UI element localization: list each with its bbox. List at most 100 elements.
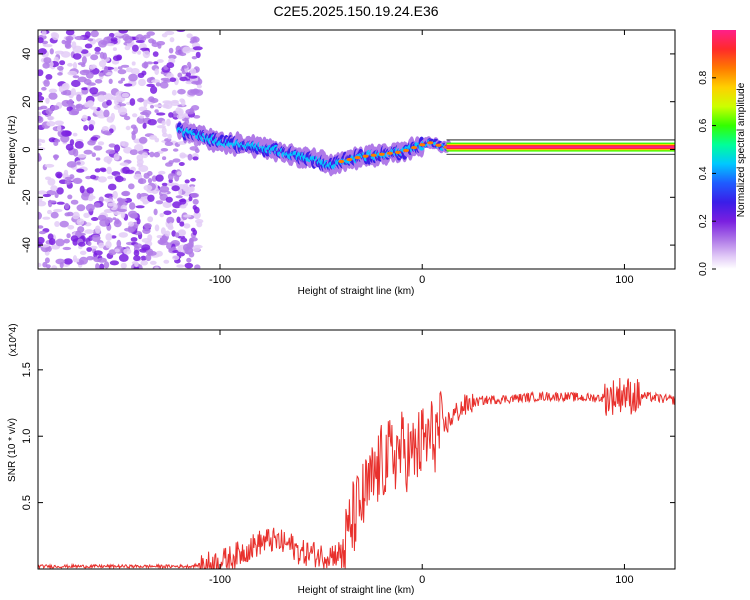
- noise-blob: [110, 112, 116, 121]
- noise-blob: [164, 230, 171, 237]
- snr-series-line: [38, 377, 675, 569]
- noise-blob: [120, 210, 126, 219]
- noise-blob: [112, 190, 118, 199]
- noise-blob: [114, 248, 120, 253]
- noise-blob: [179, 198, 187, 205]
- noise-blob: [176, 114, 186, 120]
- noise-blob: [81, 87, 89, 91]
- noise-blob: [108, 78, 113, 85]
- noise-blob: [121, 92, 130, 98]
- noise-blob: [94, 46, 101, 53]
- noise-blob: [123, 227, 133, 232]
- bottom-x-axis-label: Height of straight line (km): [298, 585, 415, 596]
- noise-blob: [138, 78, 146, 87]
- noise-blob: [107, 202, 115, 207]
- ridge-core: [427, 141, 434, 145]
- noise-blob: [161, 120, 166, 126]
- noise-blob: [134, 261, 139, 268]
- noise-blob: [179, 154, 190, 158]
- noise-blob: [90, 106, 98, 110]
- noise-blob: [154, 224, 160, 232]
- noise-blob: [104, 93, 114, 101]
- y-tick-label: 40: [21, 48, 33, 60]
- noise-blob: [84, 43, 93, 49]
- noise-blob: [43, 79, 50, 87]
- noise-blob: [87, 100, 95, 107]
- noise-blob: [47, 178, 56, 186]
- y-tick-label: -20: [21, 189, 33, 205]
- noise-blob: [143, 223, 152, 229]
- noise-blob: [192, 156, 199, 161]
- colorbar-gradient: [712, 30, 736, 269]
- noise-blob: [123, 115, 131, 121]
- noise-blob: [38, 196, 43, 202]
- noise-blob: [141, 244, 151, 251]
- noise-blob: [147, 194, 155, 202]
- noise-blob: [149, 151, 155, 158]
- noise-blob: [61, 130, 71, 137]
- noise-blob: [121, 191, 130, 196]
- noise-blob: [192, 205, 197, 210]
- noise-blob: [169, 77, 177, 82]
- noise-blob: [95, 263, 100, 269]
- ridge-core: [370, 153, 377, 157]
- noise-blob: [99, 51, 105, 59]
- noise-blob: [145, 113, 150, 118]
- noise-blob: [88, 124, 94, 131]
- noise-blob: [75, 104, 81, 109]
- noise-blob: [166, 118, 171, 127]
- noise-blob: [59, 220, 69, 228]
- colorbar-tick-label: 0.6: [698, 118, 709, 132]
- noise-blob: [93, 202, 101, 208]
- noise-blob: [41, 30, 47, 37]
- noise-blob: [171, 185, 180, 192]
- noise-blob: [132, 44, 139, 52]
- noise-blob: [195, 51, 201, 59]
- noise-blob: [85, 71, 94, 79]
- noise-blob: [153, 104, 163, 108]
- noise-blob: [158, 170, 166, 175]
- noise-blob: [161, 182, 168, 187]
- noise-blob: [68, 99, 74, 107]
- noise-blob: [120, 262, 127, 269]
- noise-blob: [107, 175, 114, 180]
- colorbar-tick-label: 0.4: [698, 166, 709, 180]
- noise-blob: [137, 72, 145, 78]
- noise-blob: [152, 51, 159, 57]
- noise-blob: [85, 203, 95, 212]
- noise-blob: [38, 106, 44, 110]
- noise-blob: [129, 98, 136, 106]
- noise-blob: [113, 67, 118, 72]
- noise-blob: [97, 94, 106, 103]
- noise-blob: [175, 50, 184, 56]
- noise-blob: [77, 62, 86, 66]
- noise-blob: [65, 143, 74, 151]
- noise-blob: [142, 34, 151, 39]
- noise-blob: [157, 59, 164, 63]
- noise-blob: [54, 139, 61, 143]
- y-tick-label: 0.5: [21, 495, 33, 510]
- noise-blob: [98, 72, 105, 77]
- noise-blob: [97, 141, 105, 146]
- noise-blob: [77, 76, 87, 83]
- noise-blob: [185, 72, 191, 77]
- noise-blob: [159, 213, 165, 218]
- noise-blob: [44, 163, 55, 168]
- noise-blob: [156, 125, 166, 129]
- noise-blob: [168, 222, 173, 229]
- noise-blob: [70, 199, 79, 205]
- noise-blob: [103, 156, 113, 163]
- noise-blob: [89, 65, 96, 70]
- noise-blob: [154, 68, 159, 75]
- noise-blob: [93, 250, 103, 256]
- noise-blob: [91, 234, 101, 242]
- noise-blob: [60, 134, 70, 143]
- noise-blob: [59, 60, 66, 66]
- noise-blob: [162, 100, 172, 104]
- noise-blob: [165, 196, 173, 203]
- noise-blob: [193, 211, 201, 220]
- noise-blob: [172, 158, 181, 163]
- noise-blob: [67, 194, 73, 200]
- noise-blob: [150, 104, 154, 109]
- noise-blob: [178, 162, 185, 166]
